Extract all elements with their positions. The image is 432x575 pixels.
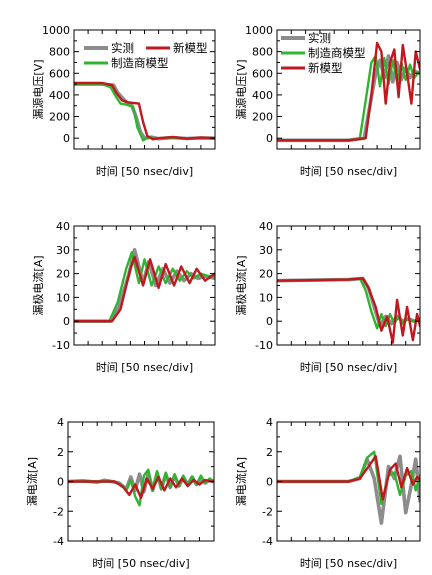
y-axis-label: 漏极电流[A]	[31, 255, 45, 315]
y-tick-label: 20	[259, 268, 273, 281]
y-tick-label: 0	[63, 315, 70, 328]
y-tick-label: 0	[266, 315, 273, 328]
y-tick-label: 20	[56, 268, 70, 281]
x-axis-label: 时间 [50 nsec/div]	[300, 361, 397, 374]
series-group	[277, 276, 420, 344]
chart-vds-on: 0 200 400 600 800 1000 时间 [50 nsec/div] 漏源电压[V]…	[234, 24, 421, 178]
plot-frame	[276, 225, 421, 346]
y-tick-label: 2	[57, 446, 64, 459]
y-tick-label: 0	[63, 132, 70, 145]
x-axis-label: 时间 [50 nsec/div]	[96, 165, 193, 178]
y-tick-label: 10	[259, 291, 273, 304]
x-axis-label: 时间 [50 nsec/div]	[96, 361, 193, 374]
y-tick-label: 200	[49, 111, 70, 124]
series-line-new	[277, 455, 420, 501]
y-tick-label: 4	[57, 416, 64, 429]
y-tick-label: -10	[52, 339, 70, 352]
y-tick-label: 600	[49, 67, 70, 80]
series-line-new	[68, 475, 214, 500]
y-tick-label: 800	[49, 46, 70, 59]
chart-id-on: -10 0 10 20 30 40 时间 [50 nsec/div] 漏极电流[A]	[234, 220, 421, 374]
x-axis-label: 时间 [50 nsec/div]	[92, 557, 189, 570]
series-group	[74, 81, 215, 142]
y-tick-label: -4	[53, 535, 64, 548]
y-tick-label: 400	[252, 89, 273, 102]
y-tick-label: -2	[262, 505, 273, 518]
y-tick-label: 200	[252, 111, 273, 124]
y-tick-label: 0	[57, 476, 64, 489]
y-tick-label: -4	[262, 535, 273, 548]
y-tick-label: 0	[266, 476, 273, 489]
y-tick-label: 40	[259, 220, 273, 233]
y-tick-label: -10	[255, 339, 273, 352]
chart-id-off: -10 0 10 20 30 40 时间 [50 nsec/div] 漏极电流[A]	[31, 220, 216, 374]
chart-vds-off: 0 200 400 600 800 1000 时间 [50 nsec/div] 漏源电压[V]…	[31, 24, 216, 178]
y-tick-label: 800	[252, 46, 273, 59]
y-tick-label: 400	[49, 89, 70, 102]
series-group	[74, 248, 215, 323]
y-tick-label: 1000	[245, 24, 273, 37]
legend-label-new: 新模型	[308, 61, 343, 75]
legend-label-vendor: 制造商模型	[308, 46, 366, 60]
series-line-vendor	[74, 82, 215, 142]
y-axis-label: 漏源电压[V]	[31, 59, 45, 119]
y-tick-label: 40	[56, 220, 70, 233]
legend-label-measured: 实测	[308, 31, 331, 45]
series-line-new	[277, 277, 420, 344]
y-tick-label: 4	[266, 416, 273, 429]
series-group	[68, 468, 214, 507]
series-group	[277, 450, 420, 525]
y-tick-label: 2	[266, 446, 273, 459]
y-tick-label: 1000	[42, 24, 70, 37]
y-axis-label: 漏极电流[A]	[234, 255, 248, 315]
series-line-new	[74, 81, 215, 141]
legend-label-vendor: 制造商模型	[111, 56, 169, 70]
y-tick-label: 0	[266, 132, 273, 145]
y-axis-label: 漏电流[A]	[234, 457, 248, 506]
plot-frame	[73, 225, 216, 346]
y-tick-label: 600	[252, 67, 273, 80]
x-axis-label: 时间 [50 nsec/div]	[300, 557, 397, 570]
legend-label-measured: 实测	[111, 41, 134, 55]
x-axis-label: 时间 [50 nsec/div]	[300, 165, 397, 178]
y-tick-label: -2	[53, 505, 64, 518]
y-axis-label: 漏源电压[V]	[234, 59, 248, 119]
y-tick-label: 30	[259, 244, 273, 257]
y-tick-label: 30	[56, 244, 70, 257]
chart-ig-on: -4 -2 0 2 4 时间 [50 nsec/div] 漏电流[A]	[234, 416, 421, 570]
chart-ig-off: -4 -2 0 2 4 时间 [50 nsec/div] 漏电流[A]	[25, 416, 215, 570]
series-line-vendor	[74, 251, 215, 323]
y-tick-label: 10	[56, 291, 70, 304]
series-line-new	[277, 41, 420, 142]
y-axis-label: 漏电流[A]	[25, 457, 39, 506]
series-group	[277, 41, 420, 143]
legend-label-new: 新模型	[173, 41, 208, 55]
series-line-new	[74, 255, 215, 323]
